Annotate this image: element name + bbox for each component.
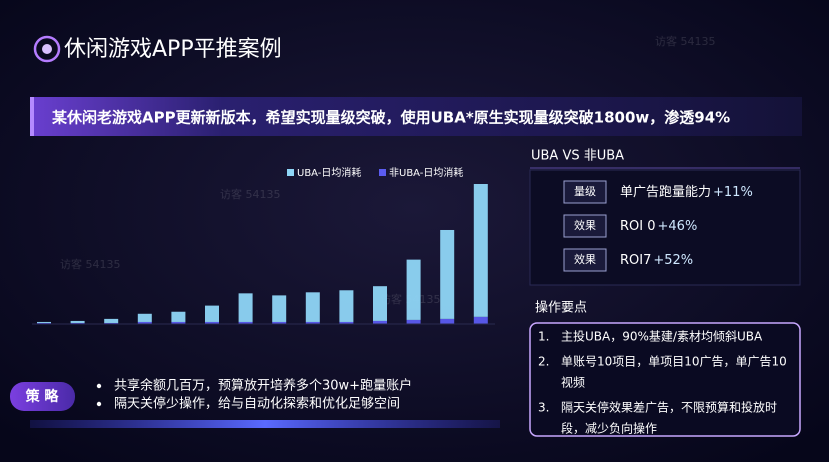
item-line: 视频 (561, 375, 585, 390)
tag-box (563, 248, 607, 272)
watermark: 访客 54135 (60, 257, 121, 271)
row-change: +46% (658, 219, 698, 234)
row-label: 单广告跑量能力 (620, 185, 711, 200)
item-line: 段，减少负向操作 (561, 421, 657, 436)
banner-text: 某休闲老游戏APP更新新版本，希望实现量级突破，使用UBA*原生实现量级突破18… (52, 109, 730, 127)
bullet-dot (96, 401, 102, 407)
row-label: ROI 0 (620, 219, 656, 234)
item-number: 1. (538, 330, 549, 344)
bar (171, 321, 186, 324)
watermark: 访客 54135 (655, 34, 716, 48)
row-text: ROI 0 +46% (620, 219, 697, 234)
banner-accent (30, 97, 34, 136)
bar (70, 322, 85, 324)
row-change: +52% (653, 253, 693, 268)
item-line: 单账号10项目，单项目10广告，单广告10 (561, 355, 787, 369)
bar (272, 321, 287, 324)
bar (104, 322, 119, 324)
row-text: ROI7 +52% (620, 253, 693, 268)
operations-title: 操作要点 (535, 300, 587, 316)
title: 休闲游戏APP平推案例 (64, 37, 282, 62)
legend-label: 非UBA-日均消耗 (389, 166, 463, 179)
bar (272, 295, 287, 322)
bar (305, 321, 320, 324)
row-text: 单广告跑量能力 +11% (620, 185, 753, 200)
comparison-title: UBA VS 非UBA (531, 149, 624, 164)
bar (37, 322, 51, 324)
bar (205, 305, 219, 322)
strategy-bullet: 共享余额几百万，预算放开培养多个30w+跑量账户 (114, 378, 412, 394)
tag: 效果 (574, 252, 596, 266)
legend-swatch (379, 169, 386, 176)
tag-box (563, 214, 607, 238)
bar (440, 229, 455, 319)
item-line: 主投UBA，90%基建/素材均倾斜UBA (561, 329, 763, 344)
operations-panel (529, 322, 801, 437)
bar (70, 320, 85, 323)
logo (42, 44, 52, 54)
bar (373, 320, 387, 324)
bullet-dot (96, 383, 102, 389)
strategy-pill (10, 382, 75, 411)
tag-box (563, 180, 607, 204)
row-label: ROI7 (620, 253, 651, 268)
bar (137, 321, 152, 324)
strategy-label: 策 略 (25, 388, 60, 405)
item-number: 2. (538, 355, 549, 369)
item-line: 隔天关停效果差广告，不限预算和投放时 (561, 400, 777, 415)
bar (205, 321, 219, 324)
strategy-bullet: 隔天关停少操作，给与自动化探索和优化足够空间 (114, 396, 400, 412)
tag: 效果 (574, 218, 596, 232)
bar (238, 293, 253, 322)
bar (473, 184, 488, 317)
item-number: 3. (538, 401, 549, 415)
bar (238, 321, 253, 324)
logo (33, 35, 61, 63)
bar (339, 321, 354, 324)
bar (137, 313, 152, 322)
bar (104, 318, 119, 323)
legend-label: UBA-日均消耗 (297, 166, 361, 179)
row-change: +11% (713, 185, 753, 200)
bar (406, 259, 421, 320)
platform (30, 420, 500, 428)
bar (473, 316, 488, 324)
bar (440, 318, 455, 324)
bar (373, 286, 387, 321)
banner (30, 97, 802, 136)
bar (406, 319, 421, 324)
bar (171, 311, 186, 322)
watermark: 访客 54135 (220, 187, 281, 201)
bar (305, 292, 320, 322)
tag: 量级 (574, 185, 596, 198)
bar (37, 321, 51, 323)
bar (339, 290, 354, 322)
legend-swatch (287, 169, 294, 176)
